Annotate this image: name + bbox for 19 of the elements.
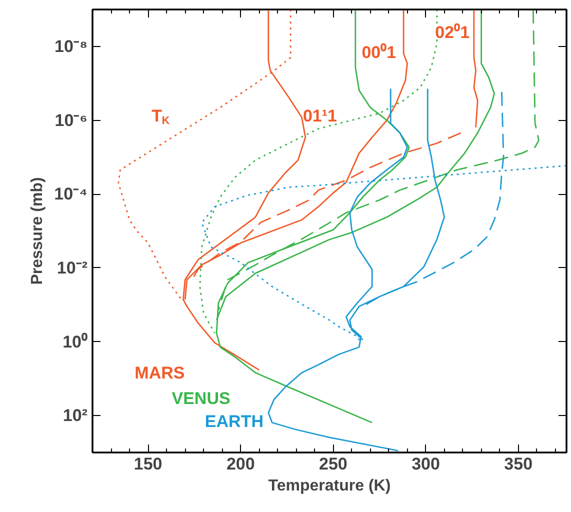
x-tick-label: 150 <box>134 454 162 474</box>
y-tick-label: 10⁻⁸ <box>54 36 88 56</box>
x-tick-label: 350 <box>504 454 533 474</box>
x-tick-label: 200 <box>226 454 255 474</box>
annotation: EARTH <box>204 412 264 431</box>
y-tick-label: 10⁻⁶ <box>54 110 88 130</box>
y-tick-label: 10² <box>62 406 88 426</box>
y-tick-label: 10⁻⁴ <box>54 184 88 204</box>
x-tick-label: 250 <box>319 454 348 474</box>
x-tick-label: 300 <box>412 454 440 474</box>
annotation: VENUS <box>172 388 230 408</box>
annotation: 02⁰1 <box>435 23 470 42</box>
y-tick-label: 10⁻² <box>56 258 88 278</box>
x-axis-title: Temperature (K) <box>268 478 391 494</box>
annotation: MARS <box>134 364 185 383</box>
y-axis-title: Pressure (mb) <box>29 177 46 285</box>
annotation: 01¹1 <box>302 106 337 126</box>
y-tick-label: 10⁰ <box>62 332 88 352</box>
annotation: 00⁰1 <box>362 42 396 62</box>
